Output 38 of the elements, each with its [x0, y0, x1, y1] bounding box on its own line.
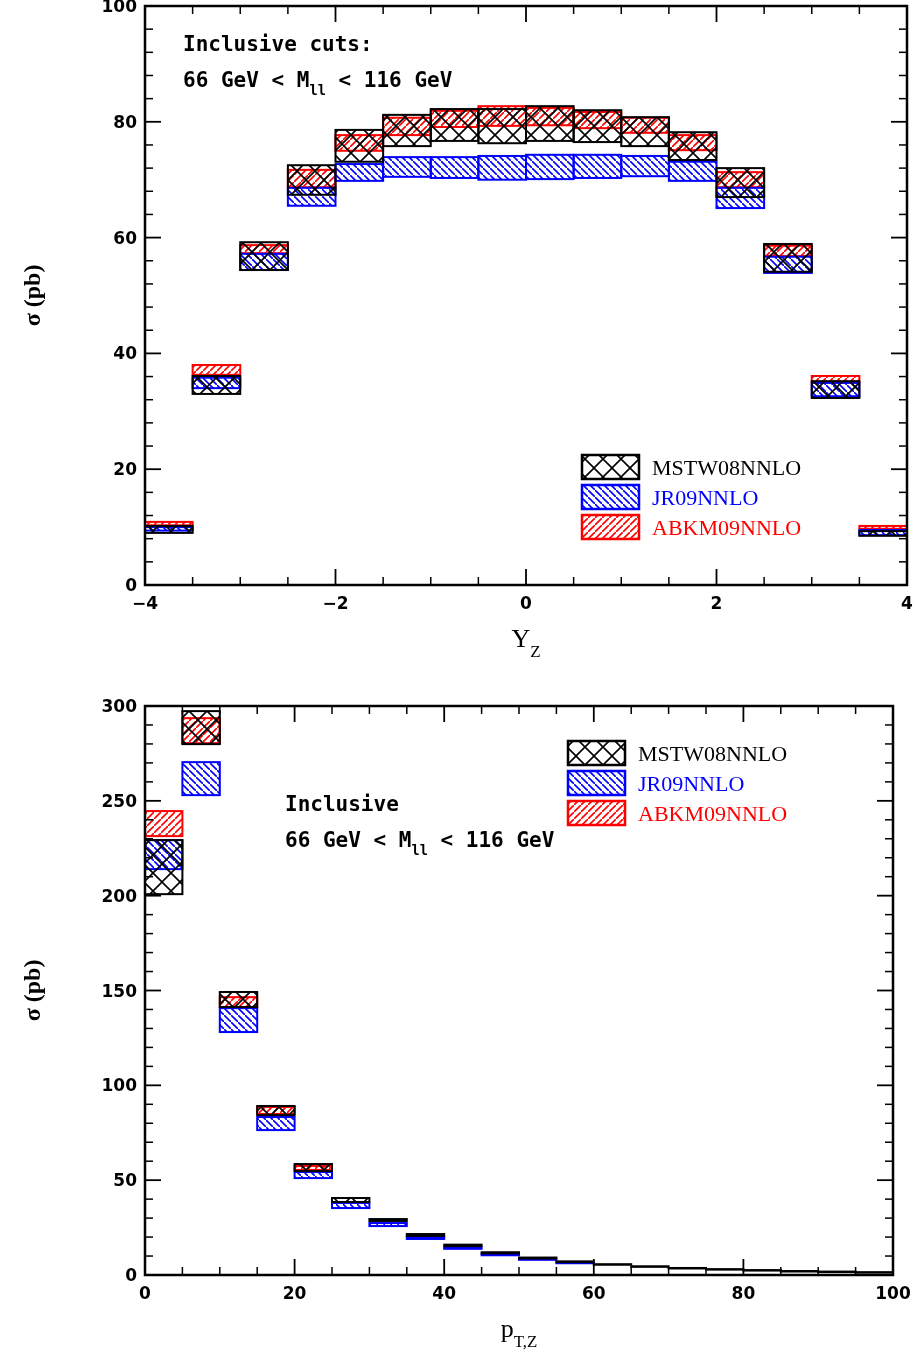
legend-label: JR09NNLO — [638, 771, 745, 796]
annotation: Inclusive cuts: — [183, 32, 373, 56]
legend-label: MSTW08NNLO — [638, 741, 788, 766]
y-tick-label: 0 — [125, 1265, 138, 1285]
x-tick-label: 80 — [731, 1283, 756, 1303]
y-tick-label: 150 — [101, 980, 138, 1001]
y-tick-label: 20 — [113, 459, 138, 480]
legend-label: MSTW08NNLO — [652, 455, 802, 480]
y-axis-title: σ (pb) — [19, 264, 45, 327]
x-tick-label: 2 — [710, 593, 723, 613]
y-tick-label: 80 — [113, 111, 138, 132]
x-tick-label: −4 — [131, 593, 159, 613]
x-tick-label: 20 — [282, 1283, 307, 1303]
y-tick-label: 100 — [101, 0, 138, 16]
y-tick-label: 50 — [113, 1170, 138, 1191]
y-tick-label: 60 — [113, 227, 138, 248]
y-tick-label: 300 — [101, 696, 138, 716]
y-tick-label: 250 — [101, 790, 138, 811]
y-tick-label: 100 — [101, 1075, 138, 1096]
x-tick-label: 40 — [432, 1283, 457, 1303]
x-tick-label: 0 — [139, 1283, 152, 1303]
y-tick-label: 0 — [125, 575, 138, 595]
x-tick-label: 4 — [901, 593, 914, 613]
x-axis-title: Y$_{Z}$ — [511, 624, 541, 661]
x-tick-label: 0 — [520, 593, 533, 613]
legend-label: JR09NNLO — [652, 485, 759, 510]
x-tick-label: 60 — [581, 1283, 606, 1303]
annotation: 66 GeV < M$_{ll}$ < 116 GeV — [285, 828, 555, 858]
x-tick-label: 100 — [875, 1283, 911, 1303]
y-axis-title: σ (pb) — [19, 959, 45, 1022]
x-tick-label: −2 — [322, 593, 349, 613]
y-tick-label: 40 — [113, 343, 138, 364]
legend-label: ABKM09NNLO — [652, 515, 802, 540]
legend-label: ABKM09NNLO — [638, 801, 788, 826]
y-tick-label: 200 — [101, 885, 138, 906]
annotation: Inclusive — [285, 792, 399, 816]
annotation: 66 GeV < M$_{ll}$ < 116 GeV — [183, 68, 453, 98]
x-axis-title: p$_{T,Z}$ — [500, 1314, 538, 1351]
